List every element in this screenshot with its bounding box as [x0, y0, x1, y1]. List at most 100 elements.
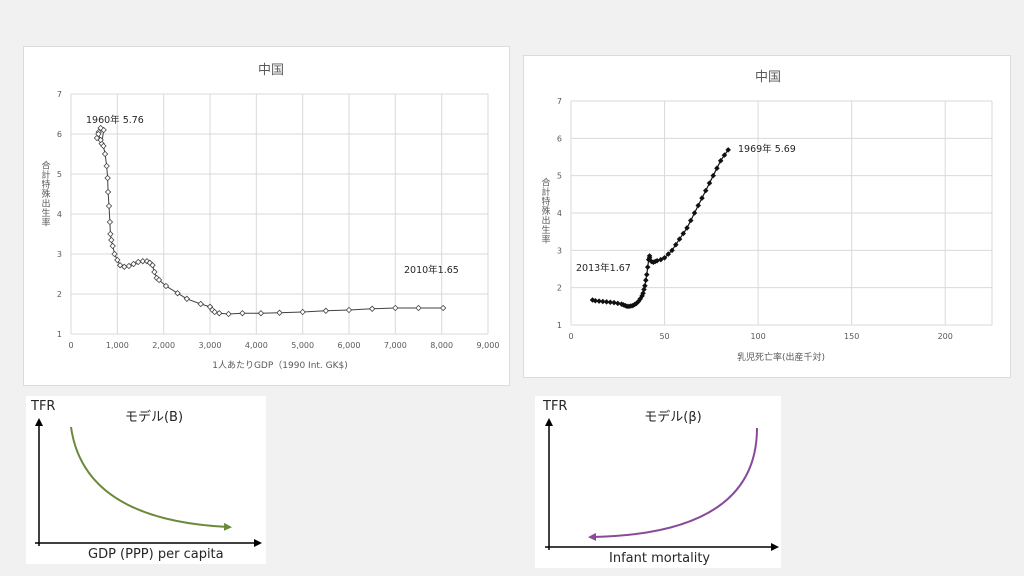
data-point — [125, 262, 133, 270]
data-point — [276, 309, 283, 316]
gdp-chart-panel: 中国 1 2 3 4 5 6 7 0 1,000 2,000 3,000 4,000 5,000 6,0… — [23, 46, 510, 386]
data-point — [97, 124, 104, 132]
data-point — [392, 304, 399, 312]
data-point — [661, 255, 668, 261]
x-axis-label: GDP (PPP) per capita — [88, 547, 224, 562]
x-tick-label: 0 — [68, 341, 73, 350]
data-point — [680, 230, 687, 237]
data-point — [691, 210, 698, 216]
data-point — [644, 271, 650, 278]
data-point — [103, 162, 110, 170]
model-beta-diagram: TFR モデル(β) Infant mortality — [542, 399, 779, 566]
x-axis-label: 1人あたりGDP（1990 Int. GK$) — [212, 360, 348, 371]
annotation-end: 2010年1.65 — [404, 264, 459, 276]
model-b-panel: TFR モデル(B) GDP (PPP) per capita — [26, 396, 266, 564]
chart-title: 中国 — [258, 63, 284, 78]
data-point — [665, 251, 672, 257]
data-point — [211, 308, 218, 316]
data-point — [93, 134, 101, 142]
y-tick-label: 3 — [557, 246, 562, 255]
x-tick-label: 150 — [844, 332, 859, 341]
x-tick-label: 7,000 — [384, 341, 407, 350]
data-point — [100, 142, 107, 150]
model-beta-panel: TFR モデル(β) Infant mortality — [535, 396, 781, 568]
y-tick-label: 6 — [57, 130, 62, 139]
data-point — [151, 268, 158, 276]
data-point — [706, 180, 713, 186]
data-point — [162, 282, 170, 290]
y-axis-label: 合計特殊出生率 — [41, 160, 50, 229]
data-point — [645, 256, 652, 263]
data-point — [225, 310, 232, 318]
data-point — [111, 250, 118, 258]
x-tick-label: 9,000 — [477, 341, 500, 350]
data-point — [104, 174, 111, 182]
x-tick-label: 5,000 — [291, 341, 314, 350]
mortality-chart-panel: 中国 1 2 3 4 5 6 7 0 50 100 150 200 合計特殊出生率 乳児死亡率(出産… — [523, 55, 1011, 378]
x-tick-label: 100 — [750, 332, 765, 341]
data-point — [101, 150, 109, 158]
data-point — [104, 188, 112, 196]
data-point — [684, 225, 690, 231]
data-point — [97, 136, 104, 144]
data-point — [615, 300, 621, 307]
x-tick-label: 2,000 — [152, 341, 175, 350]
data-point — [644, 264, 651, 270]
data-point — [105, 202, 113, 210]
gdp-tfr-chart: 中国 1 2 3 4 5 6 7 0 1,000 2,000 3,000 4,000 5,000 6,0… — [41, 63, 500, 371]
data-point — [108, 236, 115, 244]
mortality-tfr-chart: 中国 1 2 3 4 5 6 7 0 50 100 150 200 合計特殊出生率 乳児死亡率(出産… — [541, 70, 993, 363]
data-point — [106, 218, 114, 226]
data-point — [149, 262, 156, 269]
annotation-start: 1960年 5.76 — [86, 114, 144, 126]
data-point — [369, 305, 376, 312]
data-point — [714, 165, 720, 171]
chart-title: 中国 — [755, 70, 781, 85]
annotation-start: 1969年 5.69 — [738, 143, 796, 155]
data-point — [669, 247, 675, 254]
data-point — [687, 217, 694, 224]
data-point — [114, 256, 121, 264]
x-axis-label: Infant mortality — [609, 551, 710, 566]
y-tick-label: 7 — [557, 97, 562, 106]
series-line — [592, 149, 729, 307]
y-tick-label: 3 — [57, 250, 62, 259]
data-point — [695, 202, 702, 209]
y-tick-label: 2 — [557, 284, 562, 293]
x-tick-label: 6,000 — [338, 341, 361, 350]
data-point — [710, 172, 716, 179]
y-tick-label: 7 — [57, 90, 62, 99]
data-point — [589, 297, 596, 303]
y-axis-label: 合計特殊出生率 — [541, 177, 550, 246]
model-b-diagram: TFR モデル(B) GDP (PPP) per capita — [30, 399, 262, 562]
model-curve — [70, 426, 232, 531]
y-tick-label: 5 — [57, 170, 62, 179]
y-tick-label: 1 — [557, 321, 562, 330]
data-point — [109, 242, 116, 250]
data-point — [721, 152, 728, 158]
x-tick-label: 1,000 — [106, 341, 129, 350]
data-point — [717, 157, 724, 164]
y-tick-label: 5 — [557, 172, 562, 181]
data-point — [702, 187, 709, 194]
y-tick-label: 1 — [57, 330, 62, 339]
data-point — [676, 236, 683, 242]
data-point — [197, 300, 204, 308]
series-line — [96, 127, 444, 315]
x-tick-label: 3,000 — [199, 341, 222, 350]
y-axis-label: TFR — [30, 399, 55, 414]
y-tick-label: 6 — [557, 134, 562, 143]
data-point — [257, 310, 265, 317]
annotation-end: 2013年1.67 — [576, 262, 631, 274]
data-point — [725, 147, 731, 153]
x-tick-label: 50 — [659, 332, 669, 341]
data-point — [216, 310, 223, 317]
data-point — [673, 241, 679, 248]
model-title: モデル(B) — [125, 409, 183, 425]
data-point — [299, 308, 306, 316]
x-tick-label: 4,000 — [245, 341, 268, 350]
data-point — [658, 256, 664, 263]
y-axis-label: TFR — [542, 399, 567, 414]
y-tick-label: 2 — [57, 290, 62, 299]
data-point — [130, 260, 137, 268]
